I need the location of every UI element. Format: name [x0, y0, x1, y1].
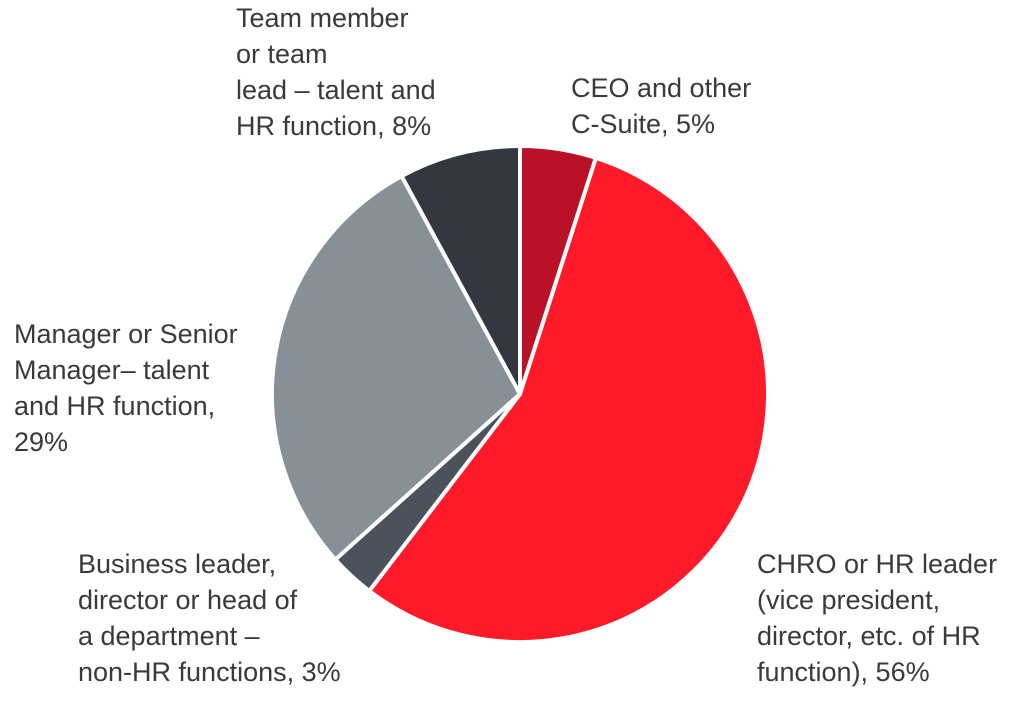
slice-team-member	[399, 144, 522, 396]
slice-label-ceo: CEO and other C-Suite, 5%	[571, 73, 752, 139]
slice-label-team-member: Team member or team lead – talent and HR…	[236, 3, 436, 141]
slice-label-business-leader: Business leader, director or head of a d…	[78, 549, 341, 687]
slice-manager	[270, 174, 522, 562]
slice-chro	[367, 155, 770, 644]
slice-label-manager: Manager or Senior Manager– talent and HR…	[14, 319, 238, 457]
slice-label-chro: CHRO or HR leader (vice president, direc…	[757, 549, 998, 687]
